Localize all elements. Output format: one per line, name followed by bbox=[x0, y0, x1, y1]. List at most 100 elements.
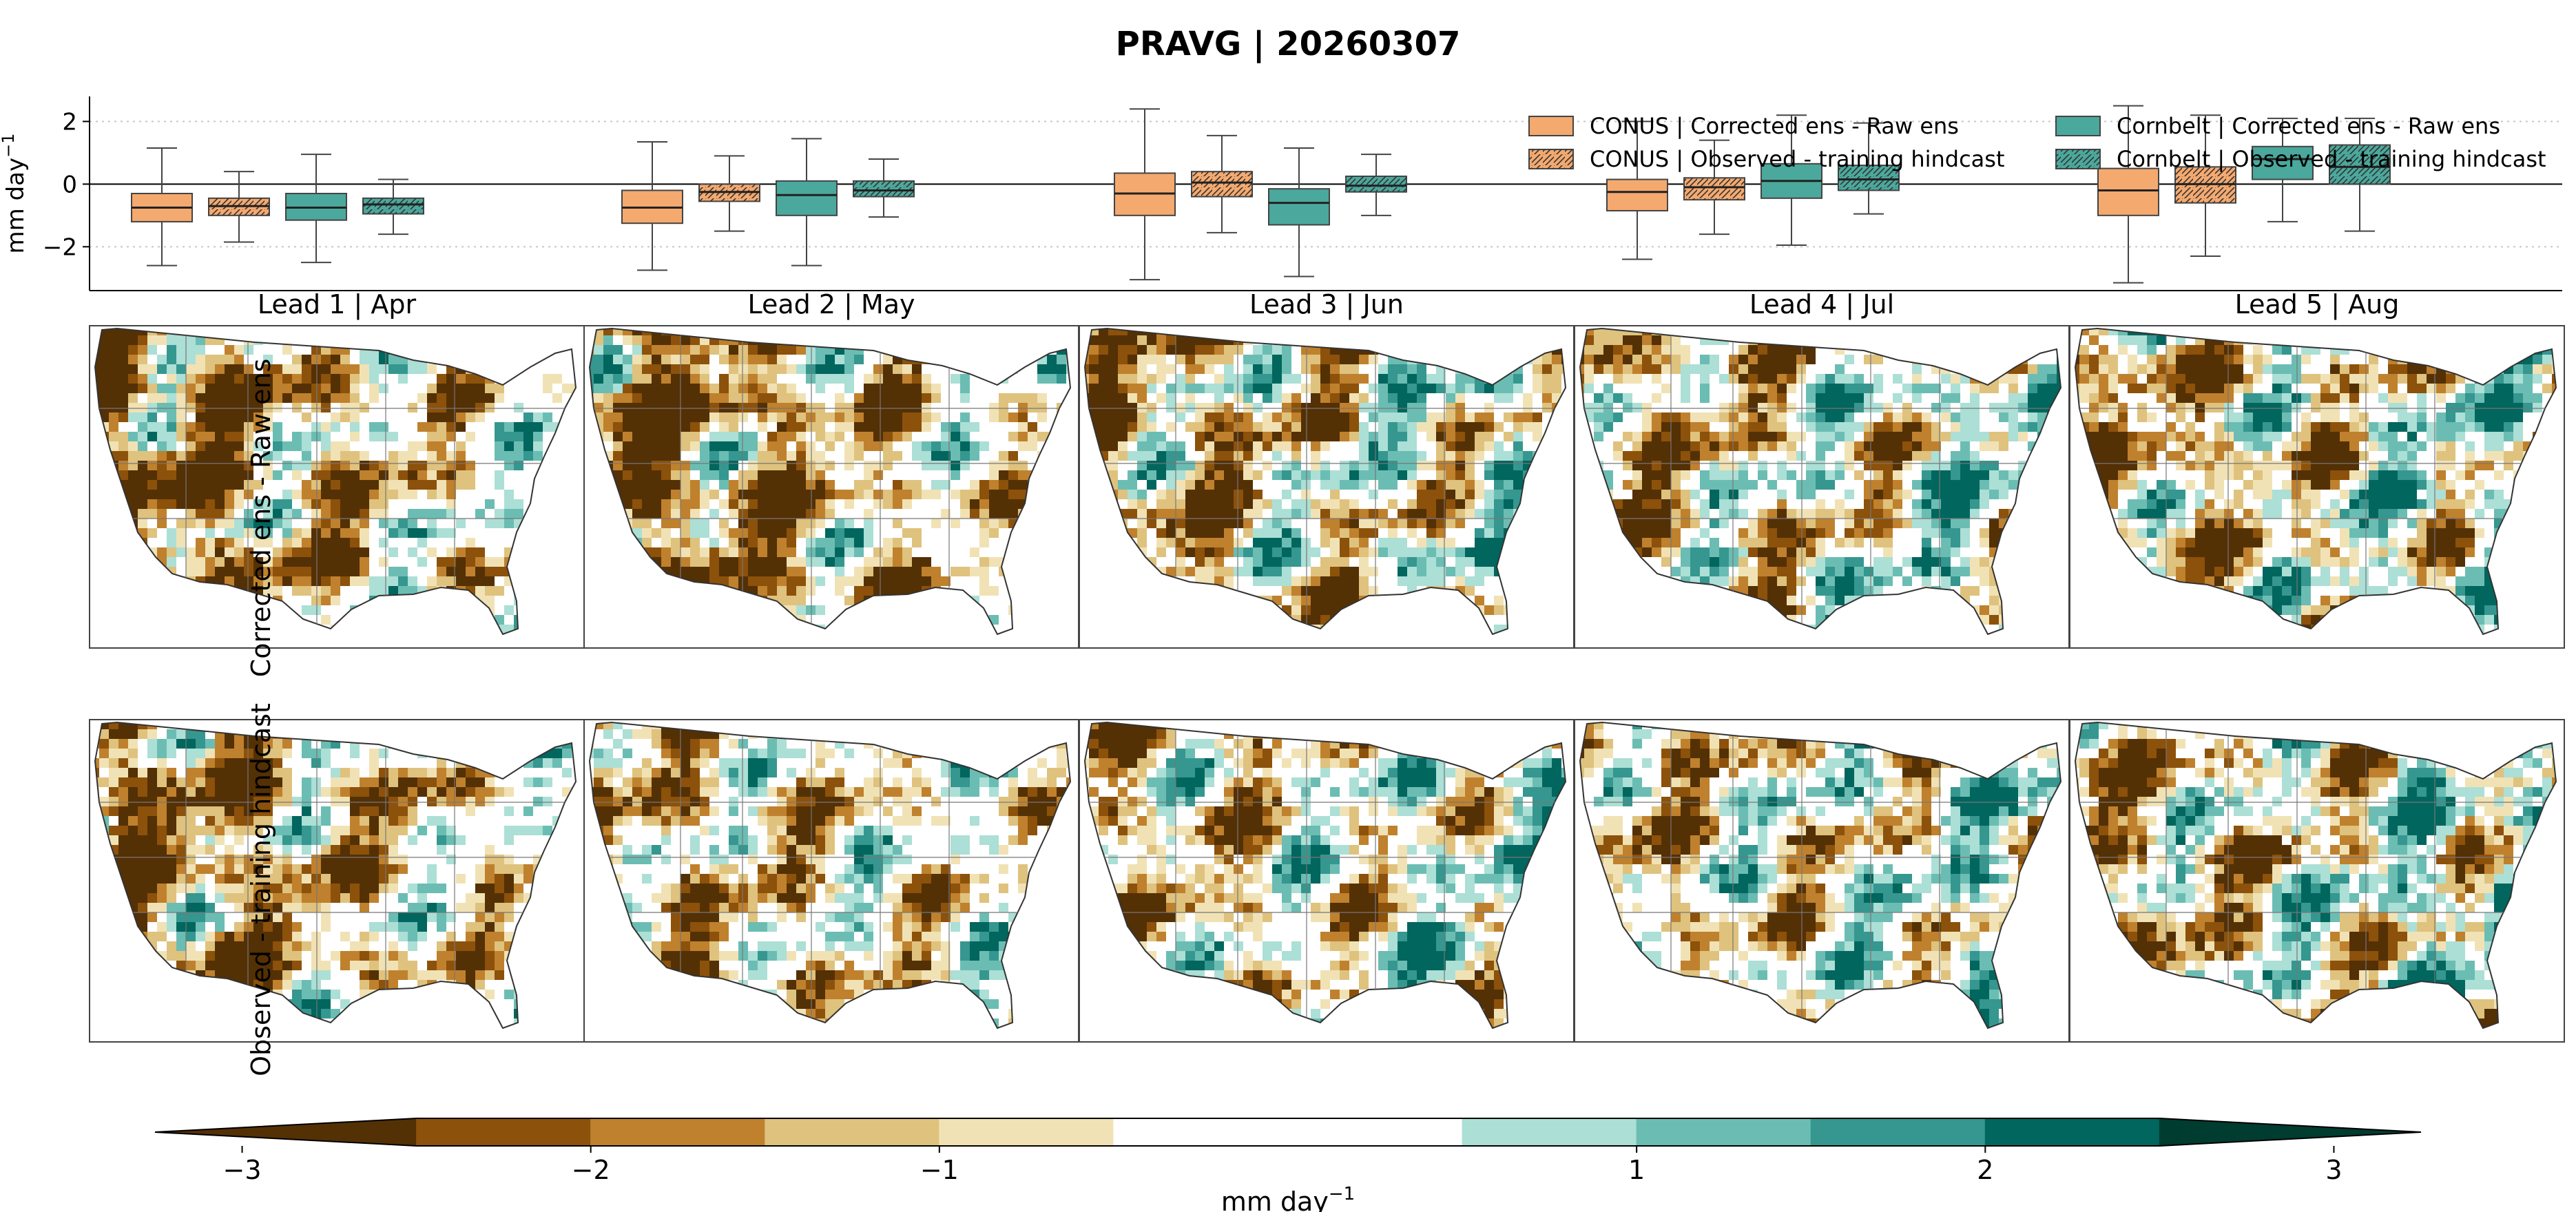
map-cell bbox=[931, 393, 941, 403]
map-cell bbox=[1475, 596, 1484, 605]
map-cell bbox=[485, 576, 495, 586]
map-cell bbox=[1980, 441, 1989, 451]
map-cell bbox=[1941, 432, 1951, 441]
map-cell bbox=[186, 461, 196, 470]
map-cell bbox=[388, 480, 398, 490]
map-cell bbox=[225, 480, 234, 490]
map-cell bbox=[1089, 403, 1099, 412]
map-cell bbox=[1185, 422, 1195, 432]
map-cell bbox=[941, 441, 951, 451]
map-cell bbox=[1787, 374, 1796, 384]
map-cell bbox=[1137, 364, 1147, 374]
map-cell bbox=[1681, 364, 1690, 374]
map-cell bbox=[1320, 596, 1330, 605]
map-cell bbox=[623, 499, 632, 509]
map-cell bbox=[225, 567, 234, 576]
map-cell bbox=[902, 422, 912, 432]
map-cell bbox=[1623, 461, 1632, 470]
map-cell bbox=[1893, 451, 1902, 461]
map-cell bbox=[1301, 364, 1311, 374]
map-cell bbox=[1089, 335, 1099, 345]
map-cell bbox=[681, 547, 690, 557]
map-cell bbox=[1642, 364, 1652, 374]
map-cell bbox=[1455, 432, 1465, 441]
map-cell bbox=[1893, 480, 1902, 490]
map-cell bbox=[941, 576, 951, 586]
map-cell bbox=[196, 567, 205, 576]
map-cell bbox=[1214, 393, 1224, 403]
map-cell bbox=[379, 586, 388, 596]
map-cell bbox=[1378, 470, 1388, 480]
map-cell bbox=[806, 374, 816, 384]
map-cell bbox=[1513, 480, 1523, 490]
map-cell bbox=[1816, 509, 1825, 519]
map-cell bbox=[1118, 345, 1128, 355]
map-cell bbox=[671, 364, 681, 374]
map-cell bbox=[1893, 422, 1902, 432]
map-cell bbox=[1475, 412, 1484, 422]
map-cell bbox=[1128, 451, 1137, 461]
map-cell bbox=[1738, 470, 1748, 480]
map-cell bbox=[1465, 422, 1475, 432]
map-cell bbox=[1388, 412, 1398, 422]
map-cell bbox=[1359, 576, 1369, 586]
map-cell bbox=[311, 576, 321, 586]
map-cell bbox=[466, 412, 475, 422]
map-cell bbox=[1603, 403, 1613, 412]
map-cell bbox=[167, 480, 176, 490]
map-cell bbox=[118, 345, 128, 355]
map-cell bbox=[234, 451, 244, 461]
map-cell bbox=[2008, 432, 2018, 441]
map-cell bbox=[1941, 412, 1951, 422]
map-cell bbox=[1504, 509, 1513, 519]
map-cell bbox=[1806, 422, 1816, 432]
map-cell bbox=[128, 461, 138, 470]
map-cell bbox=[1311, 470, 1320, 480]
map-cell bbox=[1388, 403, 1398, 412]
map-cell bbox=[128, 441, 138, 451]
map-cell bbox=[1205, 461, 1214, 470]
map-cell bbox=[623, 422, 632, 432]
map-cell bbox=[902, 576, 912, 586]
map-cell bbox=[864, 384, 873, 393]
map-cell bbox=[1475, 576, 1484, 586]
map-cell bbox=[1816, 499, 1825, 509]
map-cell bbox=[979, 586, 989, 596]
map-cell bbox=[1748, 345, 1758, 355]
map-cell bbox=[748, 547, 758, 557]
map-cell bbox=[1243, 470, 1253, 480]
map-cell bbox=[642, 393, 652, 403]
map-cell bbox=[147, 451, 157, 461]
map-cell bbox=[302, 586, 311, 596]
map-cell bbox=[652, 480, 661, 490]
map-cell bbox=[1475, 490, 1484, 499]
map-cell bbox=[931, 519, 941, 528]
map-cell bbox=[1970, 509, 1980, 519]
map-cell bbox=[1446, 403, 1455, 412]
map-cell bbox=[642, 490, 652, 499]
map-cell bbox=[1883, 470, 1893, 480]
map-cell bbox=[321, 451, 331, 461]
map-cell bbox=[623, 364, 632, 374]
map-cell bbox=[311, 403, 321, 412]
map-cell bbox=[806, 480, 816, 490]
map-cell bbox=[1137, 461, 1147, 470]
map-cell bbox=[758, 374, 767, 384]
map-cell bbox=[475, 403, 485, 412]
map-cell bbox=[1147, 384, 1156, 393]
map-cell bbox=[1494, 461, 1504, 470]
map-cell bbox=[1465, 557, 1475, 567]
map-cell bbox=[796, 393, 806, 403]
map-cell bbox=[167, 528, 176, 538]
map-cell bbox=[446, 528, 456, 538]
map-cell bbox=[118, 461, 128, 470]
map-cell bbox=[205, 374, 215, 384]
map-cell bbox=[1893, 441, 1902, 451]
map-cell bbox=[176, 547, 186, 557]
map-cell bbox=[157, 509, 167, 519]
map-cell bbox=[603, 412, 613, 422]
map-cell bbox=[1738, 393, 1748, 403]
map-cell bbox=[466, 538, 475, 547]
map-cell bbox=[1311, 615, 1320, 625]
